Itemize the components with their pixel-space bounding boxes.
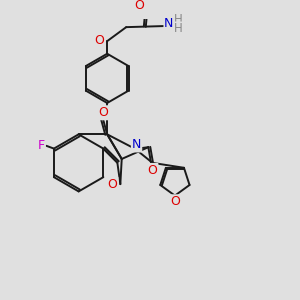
Text: O: O [134,0,144,12]
Text: O: O [148,164,158,177]
Text: N: N [164,17,173,30]
Text: H: H [174,22,183,35]
Text: O: O [94,34,104,47]
Text: O: O [108,178,117,190]
Text: O: O [98,106,108,119]
Text: O: O [170,195,180,208]
Text: F: F [38,139,45,152]
Text: N: N [132,139,141,152]
Text: H: H [174,14,183,26]
